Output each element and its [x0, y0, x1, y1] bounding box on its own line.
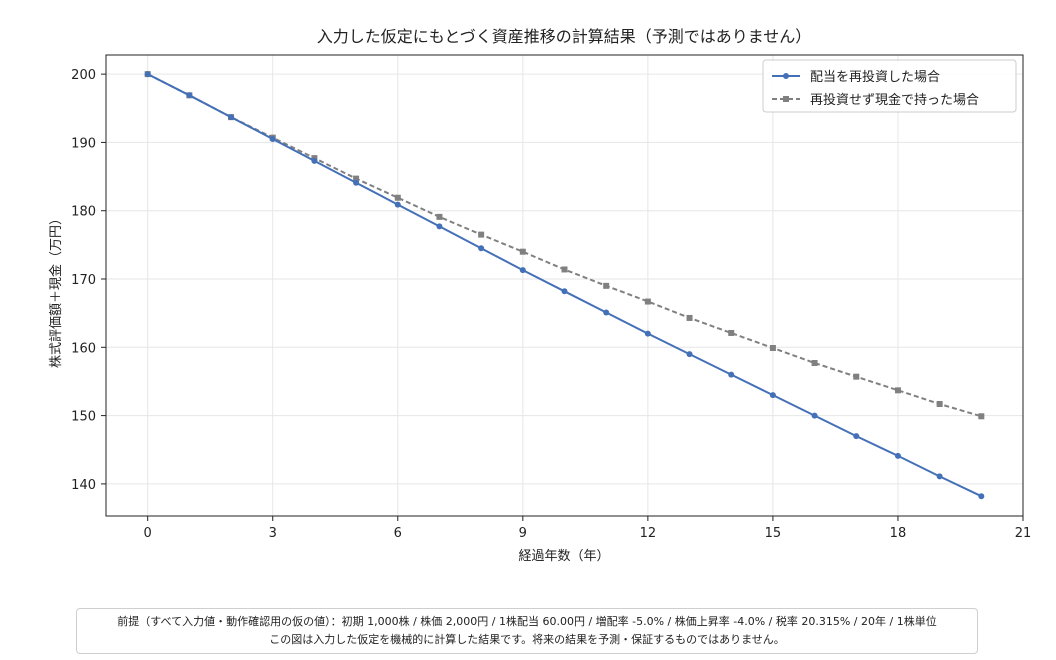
note-line-disclaimer: この図は入力した仮定を機械的に計算した結果です。将来の結果を予測・保証するもので…	[269, 633, 785, 646]
legend-marker-cash	[783, 96, 789, 102]
legend-marker-reinvest	[783, 73, 789, 79]
data-point-reinvest	[519, 267, 526, 274]
data-point-cash	[478, 231, 485, 238]
data-point-cash	[644, 298, 651, 305]
x-tick-label: 12	[640, 526, 657, 541]
data-point-cash	[978, 413, 985, 420]
y-tick-label: 180	[71, 205, 96, 220]
data-point-reinvest	[561, 288, 568, 295]
y-axis: 140 150 160 170 180 190 200	[71, 68, 106, 493]
data-point-reinvest	[978, 493, 985, 500]
x-tick-label: 18	[890, 526, 907, 541]
y-tick-label: 170	[71, 273, 96, 288]
legend-label-cash: 再投資せず現金で持った場合	[810, 92, 979, 108]
data-point-reinvest	[144, 71, 151, 78]
data-point-cash	[394, 194, 401, 201]
x-tick-label: 0	[144, 526, 152, 541]
data-point-cash	[811, 360, 818, 367]
assumptions-note: 前提（すべて入力値・動作確認用の仮の値）：初期 1,000株 / 株価 2,00…	[76, 608, 978, 654]
data-point-reinvest	[311, 157, 318, 164]
data-point-reinvest	[936, 473, 943, 480]
y-axis-label: 株式評価額＋現金（万円）	[48, 212, 64, 368]
x-tick-label: 15	[765, 526, 782, 541]
data-point-reinvest	[186, 92, 193, 99]
plot-area	[105, 54, 1024, 517]
chart-title: 入力した仮定にもとづく資産推移の計算結果（予測ではありません）	[317, 27, 812, 46]
data-point-reinvest	[478, 245, 485, 252]
series-layer	[144, 71, 985, 500]
legend: 配当を再投資した場合 再投資せず現金で持った場合	[762, 59, 1017, 113]
x-axis-label: 経過年数（年）	[518, 549, 609, 564]
data-point-cash	[853, 373, 860, 380]
data-point-cash	[686, 314, 693, 321]
data-point-cash	[561, 266, 568, 273]
data-point-reinvest	[603, 309, 610, 316]
x-tick-label: 3	[269, 526, 277, 541]
x-tick-label: 6	[394, 526, 402, 541]
data-point-cash	[769, 344, 776, 351]
data-point-cash	[519, 248, 526, 255]
data-point-reinvest	[686, 351, 693, 358]
data-point-reinvest	[894, 452, 901, 459]
data-point-cash	[936, 400, 943, 407]
data-point-cash	[436, 213, 443, 220]
data-point-cash	[894, 387, 901, 394]
data-point-reinvest	[353, 179, 360, 186]
data-point-cash	[353, 175, 360, 182]
legend-label-reinvest: 配当を再投資した場合	[810, 69, 940, 85]
line-chart: 入力した仮定にもとづく資産推移の計算結果（予測ではありません） 0 3 6 9 12 15…	[48, 27, 1032, 564]
grid-lines	[106, 55, 1024, 516]
y-tick-label: 190	[71, 136, 96, 151]
data-point-cash	[728, 329, 735, 336]
x-tick-label: 9	[519, 526, 527, 541]
y-tick-label: 150	[71, 410, 96, 425]
x-tick-label: 21	[1015, 526, 1032, 541]
x-axis: 0 3 6 9 12 15 18 21	[144, 516, 1032, 541]
data-point-reinvest	[853, 433, 860, 440]
data-point-reinvest	[811, 412, 818, 419]
data-point-reinvest	[436, 223, 443, 230]
data-point-reinvest	[769, 392, 776, 399]
data-point-reinvest	[728, 371, 735, 378]
note-line-assumptions: 前提（すべて入力値・動作確認用の仮の値）：初期 1,000株 / 株価 2,00…	[117, 615, 937, 628]
data-point-cash	[603, 282, 610, 289]
data-point-reinvest	[394, 201, 401, 208]
legend-box	[762, 59, 1017, 113]
data-point-reinvest	[228, 114, 235, 121]
data-point-reinvest	[269, 136, 276, 143]
data-point-reinvest	[644, 330, 651, 337]
y-tick-label: 200	[71, 68, 96, 83]
y-tick-label: 140	[71, 478, 96, 493]
y-tick-label: 160	[71, 341, 96, 356]
